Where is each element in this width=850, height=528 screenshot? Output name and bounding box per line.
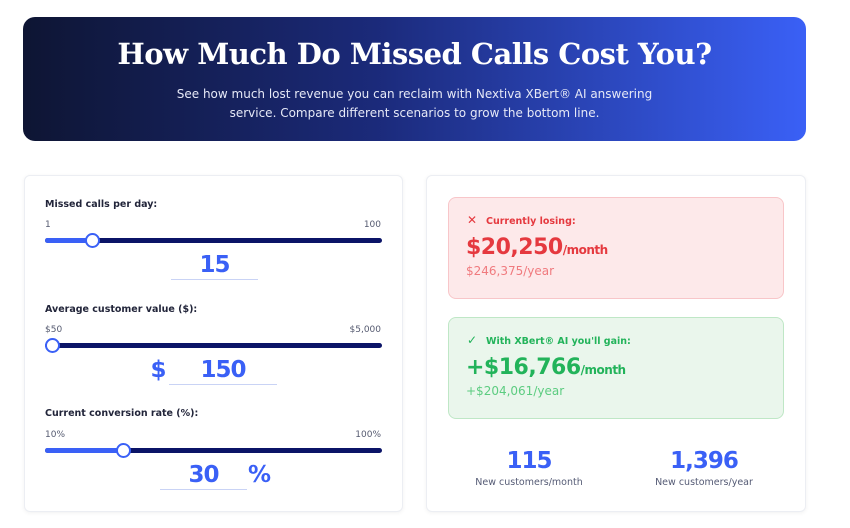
stat-label: New customers/month — [475, 477, 583, 488]
page-title: How Much Do Missed Calls Cost You? — [117, 37, 712, 71]
slider-thumb[interactable] — [115, 443, 131, 458]
input-underline — [169, 384, 277, 385]
customer-value-min: $50 — [45, 325, 63, 335]
missed-calls-label: Missed calls per day: — [45, 199, 158, 210]
customer-value-label: Average customer value ($): — [45, 304, 198, 315]
dollar-prefix: $ — [150, 357, 166, 383]
stat-value: 1,396 — [670, 448, 739, 474]
gain-unit: /month — [580, 363, 626, 377]
losing-monthly: $20,250/month — [466, 235, 608, 260]
page-subtitle: See how much lost revenue you can reclai… — [176, 87, 653, 120]
stat-customers-month: 115 New customers/month — [444, 448, 614, 488]
conversion-rate-label: Current conversion rate (%): — [45, 408, 199, 419]
gain-amount: +$16,766 — [466, 355, 581, 380]
calculator-inputs-card: Missed calls per day: 1 100 15 Average c… — [24, 175, 403, 512]
results-card: ✕ Currently losing: $20,250/month $246,3… — [426, 175, 806, 512]
losing-unit: /month — [562, 243, 608, 257]
losing-amount: $20,250 — [466, 235, 563, 260]
stat-label: New customers/year — [655, 477, 753, 488]
missed-calls-min: 1 — [45, 220, 51, 230]
check-icon: ✓ — [467, 333, 478, 347]
missed-calls-slider[interactable] — [45, 233, 382, 248]
percent-suffix: % — [247, 462, 271, 488]
conversion-rate-min: 10% — [45, 430, 66, 440]
gain-panel: ✓ With XBert® AI you'll gain: +$16,766/m… — [448, 317, 784, 419]
losing-yearly: $246,375/year — [466, 264, 555, 278]
customer-value-max: $5,000 — [349, 325, 382, 335]
missed-calls-input[interactable]: 15 — [199, 252, 230, 278]
gain-yearly: +$204,061/year — [466, 384, 565, 398]
losing-panel: ✕ Currently losing: $20,250/month $246,3… — [448, 197, 784, 299]
input-underline — [171, 279, 258, 280]
losing-label: Currently losing: — [486, 216, 576, 227]
gain-label: With XBert® AI you'll gain: — [486, 336, 631, 347]
conversion-rate-input[interactable]: 30 — [188, 462, 219, 488]
input-underline — [160, 489, 247, 490]
stat-value: 115 — [506, 448, 552, 474]
hero-banner: How Much Do Missed Calls Cost You? See h… — [23, 17, 806, 141]
slider-thumb[interactable] — [85, 233, 101, 248]
customer-value-slider[interactable] — [44, 338, 382, 353]
customer-value-input[interactable]: 150 — [200, 357, 246, 383]
stat-customers-year: 1,396 New customers/year — [619, 448, 789, 488]
x-icon: ✕ — [467, 213, 478, 227]
slider-thumb[interactable] — [44, 338, 60, 353]
missed-calls-max: 100 — [363, 220, 381, 230]
conversion-rate-max: 100% — [355, 430, 381, 440]
conversion-rate-slider[interactable] — [45, 443, 382, 458]
gain-monthly: +$16,766/month — [466, 355, 626, 380]
